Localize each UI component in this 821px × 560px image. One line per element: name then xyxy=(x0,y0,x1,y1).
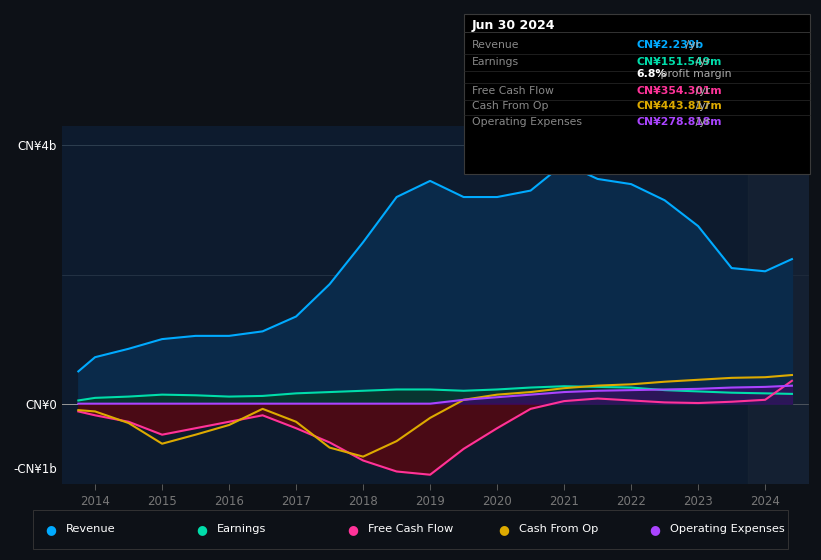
Text: CN¥443.817m: CN¥443.817m xyxy=(636,101,722,111)
Text: /yr: /yr xyxy=(682,40,700,50)
Text: ●: ● xyxy=(45,522,56,536)
Text: /yr: /yr xyxy=(692,117,710,127)
Text: ●: ● xyxy=(196,522,207,536)
Text: Revenue: Revenue xyxy=(472,40,520,50)
Text: profit margin: profit margin xyxy=(657,69,732,79)
Text: /yr: /yr xyxy=(692,57,710,67)
Text: 6.8%: 6.8% xyxy=(636,69,667,79)
Text: CN¥278.818m: CN¥278.818m xyxy=(636,117,722,127)
Text: /yr: /yr xyxy=(692,101,710,111)
Text: CN¥354.301m: CN¥354.301m xyxy=(636,86,722,96)
Text: ●: ● xyxy=(649,522,660,536)
Text: CN¥2.239b: CN¥2.239b xyxy=(636,40,704,50)
Text: Free Cash Flow: Free Cash Flow xyxy=(368,524,453,534)
Text: Jun 30 2024: Jun 30 2024 xyxy=(472,18,556,32)
Text: Earnings: Earnings xyxy=(217,524,266,534)
Text: Earnings: Earnings xyxy=(472,57,519,67)
Text: Cash From Op: Cash From Op xyxy=(519,524,598,534)
Text: Cash From Op: Cash From Op xyxy=(472,101,548,111)
Text: CN¥151.549m: CN¥151.549m xyxy=(636,57,722,67)
Text: ●: ● xyxy=(498,522,509,536)
Text: Operating Expenses: Operating Expenses xyxy=(472,117,582,127)
Text: Operating Expenses: Operating Expenses xyxy=(670,524,784,534)
Text: Free Cash Flow: Free Cash Flow xyxy=(472,86,554,96)
Text: ●: ● xyxy=(347,522,358,536)
Text: /yr: /yr xyxy=(692,86,710,96)
Text: Revenue: Revenue xyxy=(66,524,115,534)
Bar xyxy=(749,126,809,484)
